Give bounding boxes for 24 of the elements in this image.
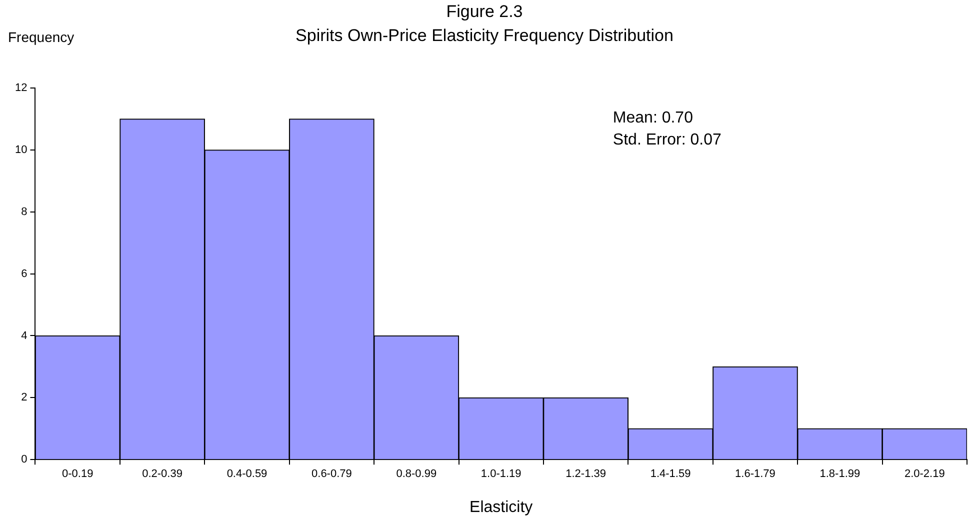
x-tick-label: 0.4-0.59	[226, 468, 268, 480]
y-tick-label: 12	[14, 82, 28, 94]
y-tick-label: 0	[21, 454, 28, 466]
x-tick-label: 1.6-1.79	[735, 468, 776, 480]
annotation: Std. Error: 0.07	[612, 131, 722, 148]
x-tick-label: 1.2-1.39	[566, 468, 606, 480]
chart-title: Figure 2.3	[445, 2, 524, 22]
annotation: Mean: 0.70	[612, 109, 694, 126]
chart-subtitle: Spirits Own-Price Elasticity Frequency Distribution	[296, 26, 674, 45]
x-tick-label: 1.8-1.99	[820, 468, 860, 480]
x-axis-title: Elasticity	[470, 498, 533, 516]
y-tick-label: 8	[21, 206, 28, 218]
x-tick-label: 0.8-0.99	[396, 468, 437, 480]
x-tick-label: 1.4-1.59	[650, 468, 691, 480]
x-tick-label: 0-0.19	[62, 468, 94, 480]
y-tick-label: 10	[14, 144, 28, 156]
x-tick-label: 1.0-1.19	[480, 468, 522, 480]
x-tick-label: 0.6-0.79	[312, 468, 352, 480]
x-tick-label: 0.2-0.39	[142, 468, 182, 480]
y-axis-title: Frequency	[8, 29, 74, 45]
y-tick-label: 2	[21, 392, 28, 404]
y-tick-label: 4	[21, 330, 28, 342]
y-tick-label: 6	[21, 268, 28, 280]
x-tick-label: 2.0-2.19	[904, 468, 945, 480]
